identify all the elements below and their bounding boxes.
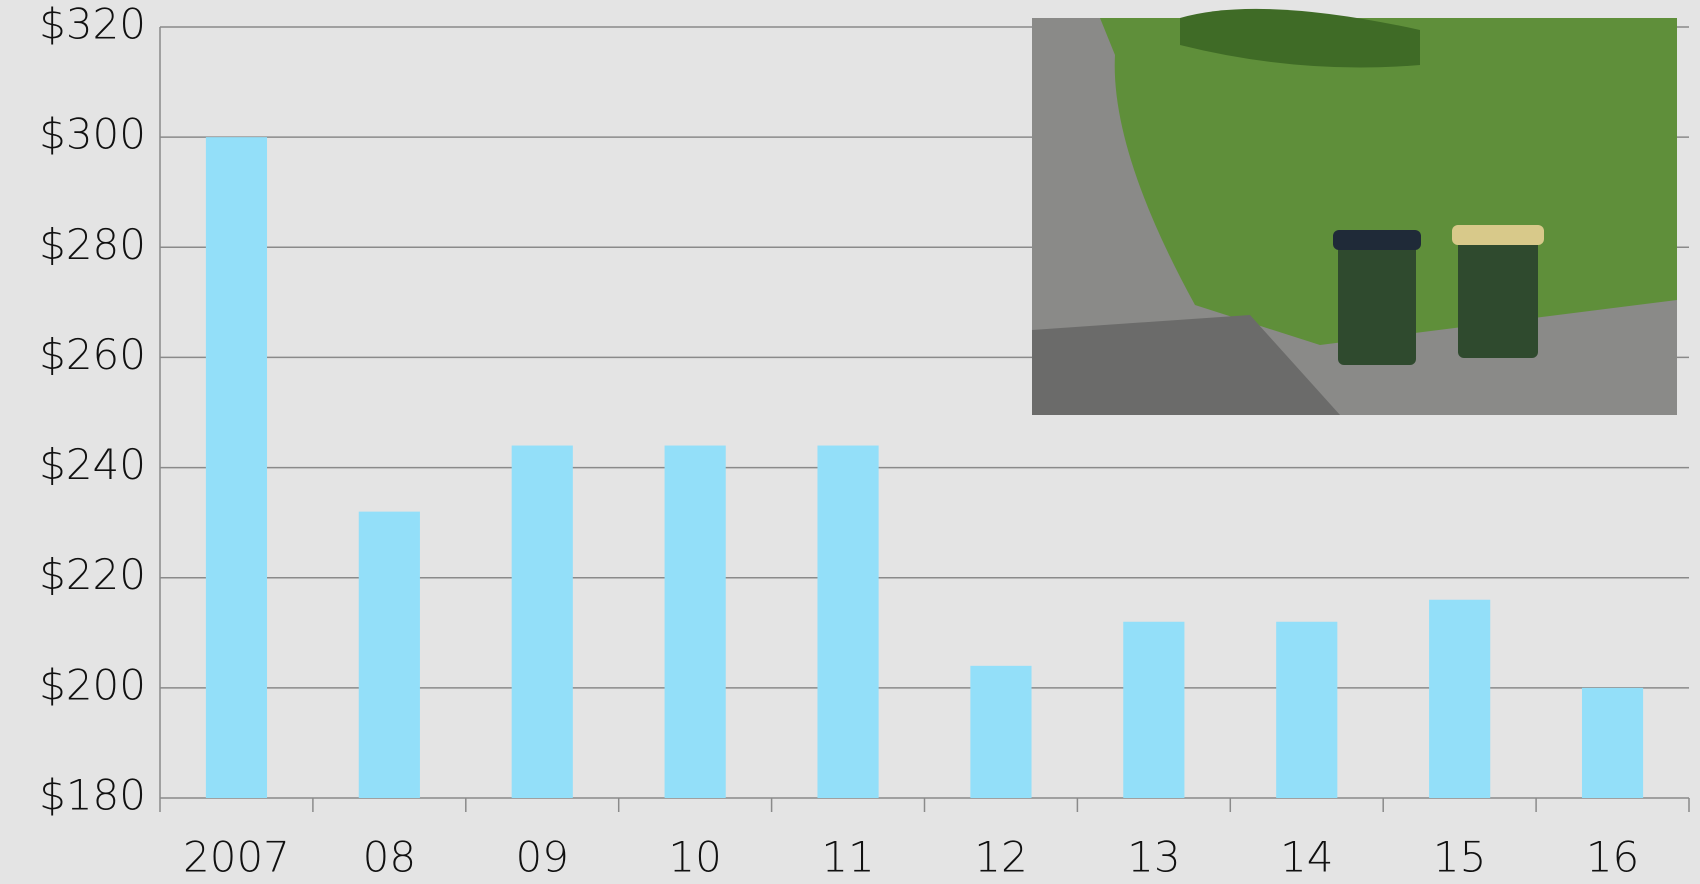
bar [1276,621,1338,798]
y-tick-label: $280 [39,220,146,269]
bar [358,511,420,798]
photo-trees [1180,8,1420,68]
photo-asphalt [1032,315,1340,415]
photo-bin-lid [1452,225,1544,245]
y-tick-label: $240 [39,440,146,489]
photo-inset [1032,8,1677,415]
y-tick-label: $220 [39,550,146,599]
bar [1429,599,1491,798]
x-tick-label: 14 [1280,833,1333,882]
y-tick-label: $200 [39,660,146,709]
y-tick-label: $260 [39,330,146,379]
bar [205,137,268,799]
x-tick-label: 13 [1127,833,1180,882]
y-tick-label: $300 [39,110,146,159]
y-tick-label: $320 [39,0,146,49]
bar [1123,621,1185,798]
bar [511,445,573,798]
photo-bin [1458,230,1538,358]
bar [817,445,879,798]
y-tick-label: $180 [39,771,146,820]
x-tick-label: 09 [516,833,569,882]
x-tick-label: 15 [1433,833,1486,882]
photo-driveway [1032,18,1677,415]
x-tick-label: 11 [821,833,874,882]
x-tick-label: 08 [363,833,416,882]
x-tick-label: 16 [1586,833,1639,882]
bar [664,445,726,798]
bar [970,665,1032,798]
x-tick-label: 2007 [183,833,290,882]
photo-bin-lid [1333,230,1421,250]
x-tick-label: 10 [668,833,721,882]
bar [1581,687,1644,798]
photo-bin [1338,235,1416,365]
x-tick-label: 12 [974,833,1027,882]
